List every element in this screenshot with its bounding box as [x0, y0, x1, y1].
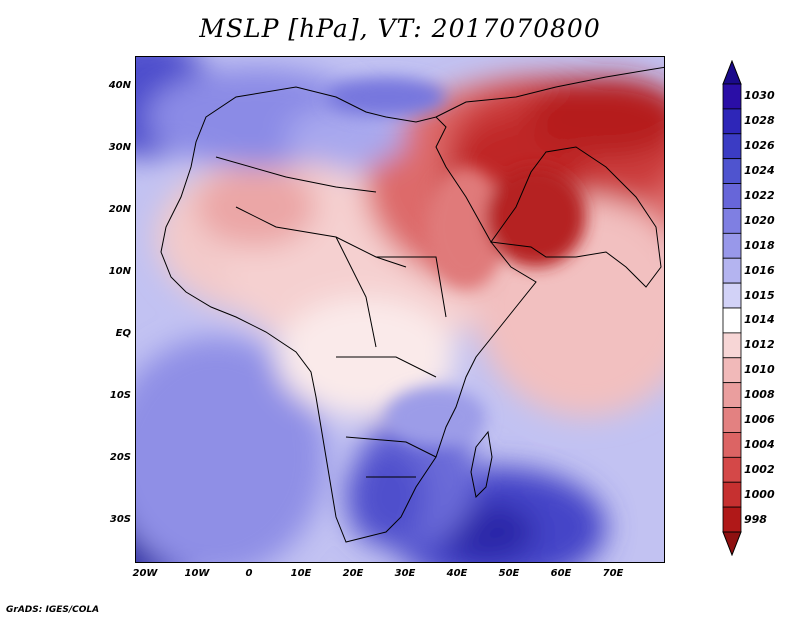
colorbar-label: 1006: [744, 413, 775, 426]
y-tick-label: 20N: [108, 204, 131, 215]
x-tick-label: 20E: [342, 568, 364, 579]
colorbar-label: 1014: [744, 313, 775, 327]
colorbar-label: 1018: [744, 238, 775, 252]
x-tick-label: 70E: [602, 568, 624, 579]
x-tick-label: 0: [245, 568, 253, 579]
colorbar-segment: [722, 307, 742, 334]
colorbar-segment: [722, 208, 742, 234]
colorbar-label: 1000: [744, 487, 775, 501]
y-tick-label: 40N: [108, 80, 131, 91]
colorbar-top-arrow: [722, 60, 742, 85]
colorbar-segment: [722, 506, 742, 533]
colorbar-segments: [722, 83, 742, 533]
y-tick-label: 10S: [109, 390, 131, 401]
colorbar-segment: [722, 158, 742, 184]
colorbar-bottom-arrow: [722, 531, 742, 556]
colorbar-segment: [722, 282, 742, 309]
x-tick-label: 20W: [132, 568, 158, 579]
colorbar-segment: [722, 133, 742, 160]
colorbar-segment: [722, 83, 742, 110]
colorbar-label: 1015: [744, 288, 775, 302]
colorbar: [722, 60, 742, 556]
colorbar-label: 1022: [744, 189, 775, 202]
colorbar-label: 1020: [744, 213, 775, 227]
x-tick-label: 10W: [184, 568, 210, 579]
colorbar-label: 1026: [744, 139, 775, 153]
y-tick-label: EQ: [115, 328, 131, 339]
colorbar-label: 1028: [744, 114, 775, 128]
colorbar-label: 1010: [744, 363, 775, 377]
colorbar-label: 1004: [744, 437, 775, 451]
colorbar-segment: [722, 257, 742, 284]
x-tick-label: 40E: [446, 568, 468, 579]
colorbar-label: 1008: [744, 388, 775, 402]
colorbar-segment: [722, 108, 742, 135]
colorbar-segment: [722, 332, 742, 359]
pressure-map: [135, 56, 665, 563]
colorbar-label: 1030: [744, 89, 775, 103]
footer-credit: GrADS: IGES/COLA: [6, 605, 100, 615]
colorbar-label: 1012: [744, 338, 775, 352]
y-tick-label: 30S: [109, 514, 131, 525]
x-tick-label: 50E: [498, 568, 520, 579]
colorbar-segment: [722, 183, 742, 209]
coastlines: [160, 66, 664, 543]
pressure-detail: [326, 77, 586, 447]
colorbar-label: 998: [744, 512, 767, 526]
colorbar-segment: [722, 481, 742, 508]
colorbar-segment: [722, 432, 742, 458]
map-title: MSLP [hPa], VT: 2017070800: [199, 14, 601, 43]
x-tick-label: 10E: [290, 568, 312, 579]
y-tick-label: 10N: [108, 266, 131, 277]
colorbar-segment: [722, 357, 742, 384]
y-tick-label: 30N: [108, 142, 131, 153]
colorbar-label: 1024: [744, 164, 775, 178]
colorbar-segment: [722, 407, 742, 433]
colorbar-segment: [722, 232, 742, 259]
colorbar-segment: [722, 456, 742, 483]
colorbar-label: 1016: [744, 263, 775, 277]
colorbar-label: 1002: [744, 462, 775, 476]
map-canvas: [136, 57, 664, 562]
x-tick-label: 60E: [550, 568, 572, 579]
y-tick-label: 20S: [109, 452, 131, 463]
x-tick-label: 30E: [394, 568, 416, 579]
colorbar-segment: [722, 382, 742, 408]
